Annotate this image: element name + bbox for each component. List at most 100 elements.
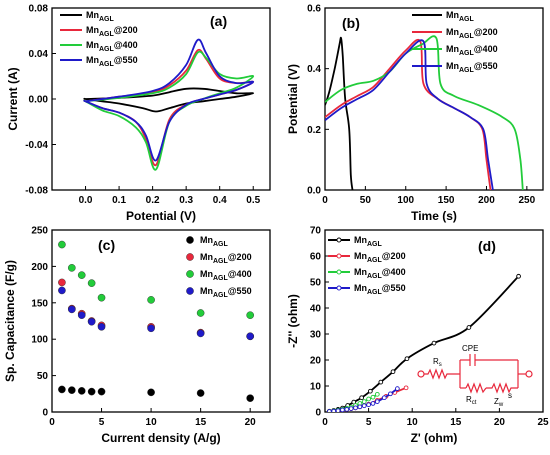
panel-label: (c) xyxy=(98,237,115,253)
plot-frame xyxy=(324,229,544,413)
panel-label: (b) xyxy=(342,15,360,31)
y-tick-label: 200 xyxy=(31,262,48,273)
x-tick-label: 20 xyxy=(494,417,506,428)
scatter-point xyxy=(196,329,205,338)
legend-marker xyxy=(336,253,342,259)
legend: MnAGL MnAGL@200 MnAGL@400 MnAGL@550 xyxy=(412,10,498,74)
y-tick-label: 0.08 xyxy=(29,4,49,15)
scatter-point xyxy=(97,293,106,302)
scatter-point xyxy=(147,324,155,333)
data-marker xyxy=(381,395,387,401)
y-tick-label: 0.2 xyxy=(307,125,321,136)
panel-b: 0 50 100 150 200 250 0.0 0.2 0.4 0.6 Time (s) Poten… xyxy=(286,4,544,223)
legend-marker xyxy=(336,237,342,243)
scatter-point xyxy=(246,394,254,402)
legend-label: MnAGL xyxy=(446,10,475,23)
x-tick-label: 200 xyxy=(478,195,495,206)
series-line xyxy=(325,35,524,190)
scatter-point xyxy=(246,311,254,319)
x-axis-title: Current density (A/g) xyxy=(101,431,220,445)
data-marker xyxy=(516,273,521,279)
x-tick-label: 20 xyxy=(245,417,257,428)
legend: MnAGL MnAGL@200 MnAGL@400 MnAGL@550 xyxy=(186,235,252,299)
warburg-element xyxy=(486,382,518,394)
y-tick-label: 0.6 xyxy=(307,4,321,15)
legend-label: MnAGL@400 xyxy=(200,269,252,282)
y-tick-label: 50 xyxy=(37,371,49,382)
scatter-point xyxy=(196,389,205,397)
x-tick-label: 0.2 xyxy=(146,195,160,206)
x-tick-label: 50 xyxy=(360,195,372,206)
legend-marker xyxy=(186,287,194,295)
x-tick-label: 100 xyxy=(397,195,414,206)
y-tick-label: 20 xyxy=(310,356,322,367)
data-marker xyxy=(388,391,393,397)
x-tick-label: 0.0 xyxy=(79,195,93,206)
data-marker xyxy=(348,406,354,411)
plot-area xyxy=(83,38,255,171)
data-marker xyxy=(361,399,367,404)
series-line xyxy=(325,36,354,190)
data-marker xyxy=(431,340,437,346)
plot-area xyxy=(325,35,524,190)
rct-resistor xyxy=(465,382,487,394)
plot-frame xyxy=(51,229,271,413)
scatter-point xyxy=(246,332,254,341)
panel-label: (d) xyxy=(478,238,496,254)
circuit-terminal-right xyxy=(525,370,533,378)
legend-label: MnAGL@550 xyxy=(86,55,138,68)
scatter-point xyxy=(58,240,66,249)
legend-label: MnAGL@200 xyxy=(354,251,406,264)
legend-marker xyxy=(336,269,342,275)
data-marker xyxy=(390,369,396,375)
panel-label: (a) xyxy=(210,13,227,29)
y-tick-label: 60 xyxy=(310,252,322,263)
data-marker xyxy=(353,405,358,411)
data-marker xyxy=(403,385,409,391)
data-marker xyxy=(466,325,472,330)
y-tick-label: 0.4 xyxy=(307,64,321,75)
data-marker xyxy=(335,408,341,412)
x-tick-label: 15 xyxy=(195,417,207,428)
circuit-terminal-left xyxy=(417,370,425,378)
legend-label: MnAGL@550 xyxy=(200,286,252,299)
scatter-point xyxy=(147,388,155,397)
legend: MnAGL MnAGL@200 MnAGL@400 MnAGL@550 xyxy=(60,10,138,68)
plot-frame xyxy=(324,7,544,191)
x-tick-label: 5 xyxy=(366,417,372,428)
scatter-point xyxy=(97,323,106,331)
legend-label: MnAGL@200 xyxy=(86,25,138,38)
legend-marker xyxy=(336,285,342,291)
legend-label: MnAGL@200 xyxy=(200,252,252,265)
y-tick-label: 100 xyxy=(31,335,48,346)
y-axis-title: Current (A) xyxy=(6,67,20,130)
x-tick-label: 0.3 xyxy=(179,195,193,206)
panel-d: 0 5 10 15 20 25 0 10 20 30 40 50 60 70 Z' (ohm) -Z'' (o… xyxy=(286,226,549,446)
data-marker xyxy=(331,408,337,412)
x-tick-label: 0.1 xyxy=(112,195,126,206)
scatter-point xyxy=(97,387,106,396)
scatter-point xyxy=(68,305,76,314)
plot-area xyxy=(58,240,254,402)
y-axis-title: Sp. Capacitance (F/g) xyxy=(3,260,17,382)
scatter-point xyxy=(77,387,86,395)
legend-label: MnAGL xyxy=(354,235,383,248)
x-tick-label: 25 xyxy=(537,417,549,428)
legend-label: MnAGL@400 xyxy=(354,267,406,280)
scatter-point xyxy=(68,386,76,394)
scatter-point xyxy=(87,317,96,326)
x-tick-label: 0 xyxy=(322,417,328,428)
data-marker xyxy=(367,388,373,394)
scatter-point xyxy=(68,264,76,272)
legend-marker xyxy=(186,253,194,261)
legend-marker xyxy=(186,270,194,278)
series-line xyxy=(83,50,255,171)
scatter-point xyxy=(58,385,66,394)
x-tick-label: 0.5 xyxy=(246,195,260,206)
data-marker xyxy=(327,409,332,412)
scatter-point xyxy=(87,387,96,396)
y-tick-label: 0.00 xyxy=(29,95,49,106)
y-tick-label: 0 xyxy=(42,408,48,419)
scatter-point xyxy=(58,278,66,287)
data-marker xyxy=(366,396,371,402)
